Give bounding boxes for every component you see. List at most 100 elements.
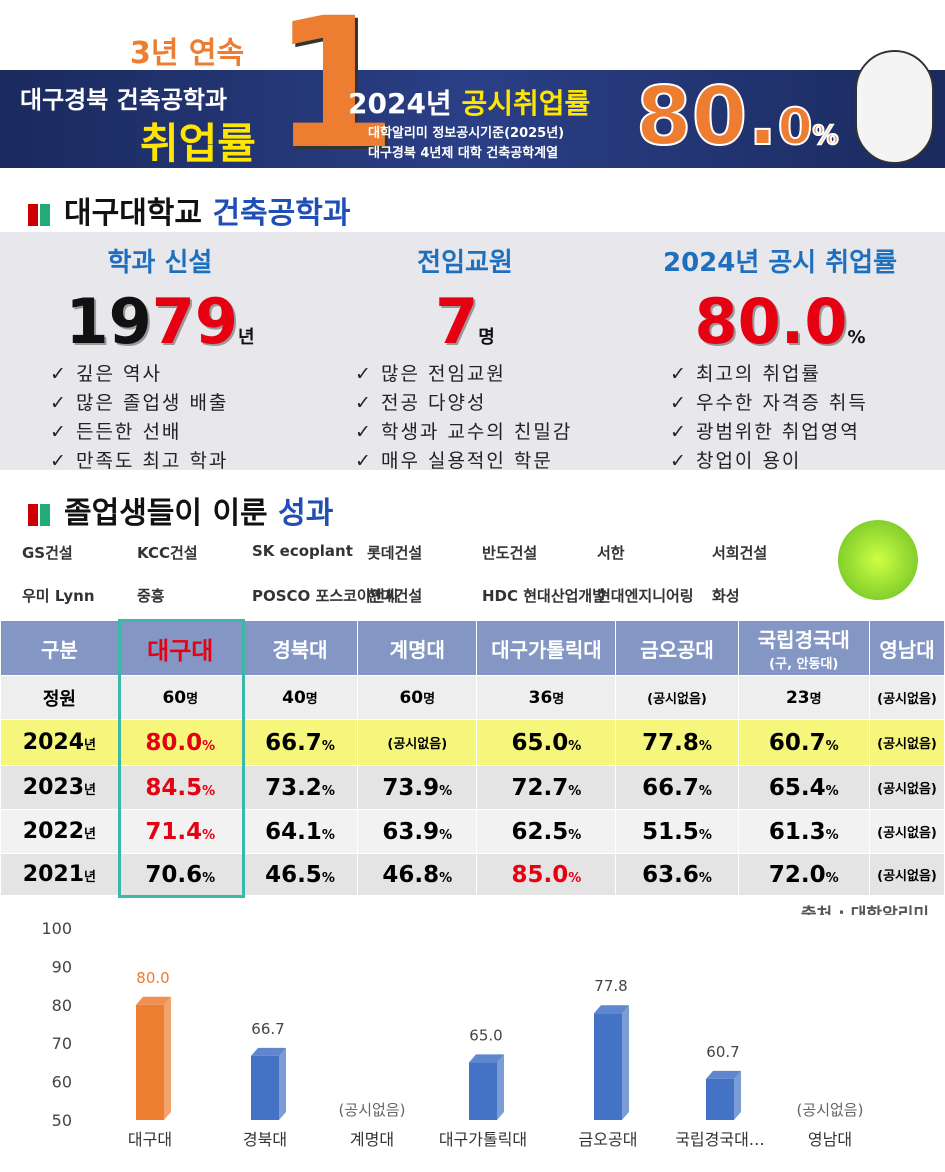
banner-left: 대구경북 건축공학과 — [20, 86, 228, 114]
company-logo: POSCO 포스코이앤씨 — [252, 587, 399, 605]
cell-value: 60.7 — [768, 729, 826, 756]
point: 최고의 취업률 — [670, 360, 930, 389]
row-head: 2021년 — [0, 853, 119, 896]
table-cell: 80.0% — [117, 719, 243, 766]
value-label: 66.7 — [251, 1020, 284, 1038]
table-cell: 64.1% — [241, 809, 359, 854]
bar-top — [706, 1070, 741, 1079]
value-label: 80.0 — [136, 969, 169, 987]
table-cell: 62.5% — [476, 809, 617, 854]
row-head-unit: 년 — [84, 870, 96, 885]
unit: 명 — [478, 327, 495, 348]
header-cell: 국립경국대 (구, 안동대) — [737, 620, 871, 676]
table-cell: 73.9% — [357, 765, 478, 810]
cell-value: 60 — [399, 687, 424, 708]
table-cell: 46.5% — [241, 853, 359, 896]
cell-value: 63.6 — [642, 861, 699, 888]
cell-unit: % — [439, 783, 453, 799]
note2: 대구경북 4년제 대학 건축공학계열 — [368, 146, 559, 161]
header-row: 구분 대구대 경북대 계명대 대구가톨릭대 금오공대 국립경국대 (구, 안동대) 영남대 — [0, 620, 945, 676]
cell-value: 84.5 — [145, 774, 203, 801]
table-cell: 72.7% — [476, 765, 617, 810]
bar-side — [734, 1070, 741, 1120]
header-cell: 구분 — [0, 620, 119, 676]
point: 만족도 최고 학과 — [50, 447, 310, 476]
company-logo: 롯데건설 — [367, 544, 423, 562]
company-logo: KCC건설 — [137, 544, 198, 562]
header-cell: 계명대 — [357, 620, 478, 676]
point: 학생과 교수의 친밀감 — [355, 418, 615, 447]
cell-unit: 명 — [305, 691, 318, 707]
table-cell: (공시없음) — [869, 675, 945, 720]
header-text: 대구대 — [147, 636, 214, 665]
table-cell: 73.2% — [241, 765, 359, 810]
table-cell: 77.8% — [615, 719, 739, 766]
cell-value: (공시없음) — [647, 692, 707, 707]
row-head: 2023년 — [0, 765, 119, 810]
cell-unit: % — [321, 783, 335, 799]
section-title: 졸업생들이 이룬 성과 — [28, 488, 333, 532]
company-logo: 화성 — [712, 587, 740, 605]
table-cell: 66.7% — [241, 719, 359, 766]
cell-value: (공시없음) — [877, 826, 937, 841]
bar — [706, 1078, 734, 1120]
intro-column: 전임교원 7명많은 전임교원전공 다양성학생과 교수의 친밀감매우 실용적인 학문 — [315, 242, 615, 476]
row-head-text: 2021 — [22, 862, 85, 887]
row-head-unit: 년 — [84, 827, 96, 842]
cell-value: 64.1 — [265, 818, 322, 845]
table-cell: 63.9% — [357, 809, 478, 854]
x-tick-label: 경북대 — [243, 1130, 287, 1149]
rate: 80.0% — [635, 69, 840, 164]
row-head-text: 2024 — [22, 730, 85, 755]
company-logo: GS건설 — [22, 544, 73, 562]
y-tick-label: 100 — [41, 919, 72, 938]
bar-top — [136, 996, 171, 1005]
cell-unit: % — [202, 738, 216, 754]
cell-value: 23 — [785, 687, 810, 708]
table-row: 2023년 84.5% 73.2% 73.9% 72.7% 66.7% 65.4% (공시없음… — [0, 765, 945, 810]
cell-value: (공시없음) — [387, 737, 448, 752]
table-cell: 65.0% — [476, 719, 617, 766]
company-logo: 현대엔지니어링 — [597, 587, 694, 605]
figure-part: 79 — [151, 285, 238, 358]
streak: 3년 연속 — [130, 36, 245, 71]
cell-unit: % — [825, 827, 839, 843]
row-head-unit: 년 — [84, 738, 96, 753]
bar-top — [251, 1047, 286, 1056]
value-label: 77.8 — [594, 977, 627, 995]
table-cell: (공시없음) — [869, 719, 945, 766]
title-a: 졸업생들이 이룬 — [64, 496, 268, 531]
cell-value: 62.5 — [511, 818, 569, 845]
points: 많은 전임교원전공 다양성학생과 교수의 친밀감매우 실용적인 학문 — [315, 360, 615, 476]
cell-unit: % — [202, 783, 216, 799]
value-label: (공시없음) — [339, 1101, 406, 1119]
cell-value: 66.7 — [265, 729, 322, 756]
x-tick-label: 금오공대 — [579, 1130, 638, 1149]
table-cell: 60.7% — [737, 719, 871, 766]
header-cell: 대구가톨릭대 — [476, 620, 617, 676]
company-logo: HDC 현대산업개발 — [482, 587, 607, 605]
table-cell: 72.0% — [737, 853, 871, 896]
x-tick-label: 국립경국대… — [675, 1130, 765, 1149]
cell-unit: % — [825, 870, 839, 886]
cell-value: 65.4 — [768, 774, 826, 801]
cell-unit: % — [568, 783, 582, 799]
figure: 80.0% — [630, 285, 930, 358]
row-head: 정원 — [0, 675, 119, 720]
point: 깊은 역사 — [50, 360, 310, 389]
bar-top — [469, 1054, 504, 1063]
row-head: 2024년 — [0, 719, 119, 766]
table-cell: 51.5% — [615, 809, 739, 854]
highlight-box — [118, 619, 245, 898]
cell-unit: % — [439, 827, 453, 843]
row-head-text: 정원 — [42, 688, 76, 710]
cell-value: 63.9 — [382, 818, 440, 845]
x-tick-label: 대구가톨릭대 — [439, 1130, 527, 1149]
cell-value: 40 — [282, 687, 306, 708]
bar-side — [497, 1054, 504, 1120]
table-cell: 40명 — [241, 675, 359, 720]
figure-part: 7 — [435, 285, 479, 358]
table-cell: (공시없음) — [869, 809, 945, 854]
